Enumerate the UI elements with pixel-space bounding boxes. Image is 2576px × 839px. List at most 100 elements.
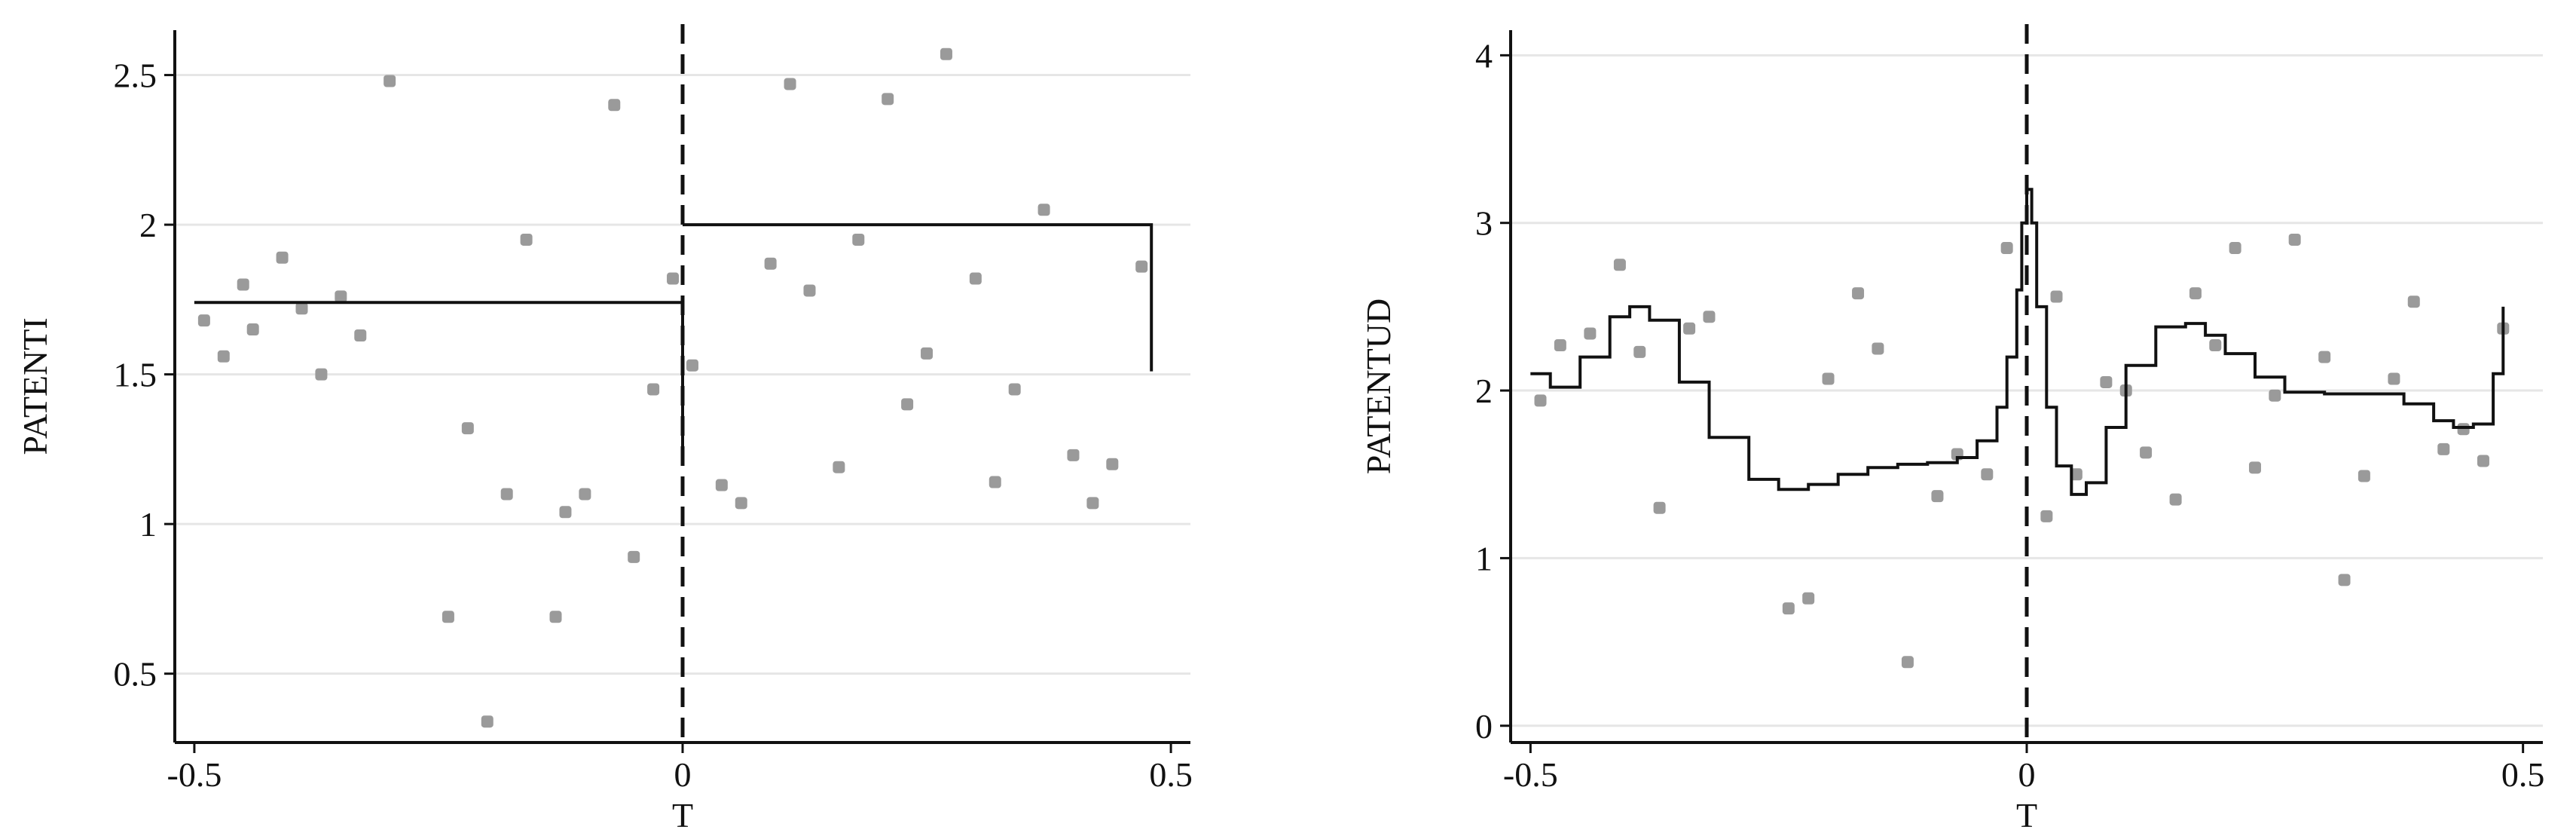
data-point <box>667 272 680 285</box>
data-point <box>1872 342 1884 355</box>
data-point <box>2288 233 2301 246</box>
fit-line <box>1530 188 2505 496</box>
data-point <box>2229 242 2241 255</box>
data-point <box>1106 458 1119 470</box>
y-tick-label: 0.5 <box>114 655 157 694</box>
data-point <box>833 461 845 473</box>
data-point <box>1822 372 1835 385</box>
data-point <box>2269 389 2281 402</box>
data-point <box>2477 455 2489 467</box>
data-point <box>1981 468 1994 481</box>
data-point <box>1633 345 1646 358</box>
x-tick-label: 0.5 <box>2501 755 2545 794</box>
data-point <box>1802 592 1815 605</box>
fit-line <box>683 223 1154 372</box>
data-point <box>921 347 934 360</box>
data-point <box>1584 327 1597 340</box>
data-point <box>1613 259 1626 271</box>
y-tick-label: 1.5 <box>114 356 157 394</box>
data-point <box>1653 501 1666 514</box>
data-point <box>901 398 914 411</box>
data-point <box>559 506 572 519</box>
data-point <box>276 251 289 264</box>
data-point <box>608 99 621 112</box>
y-tick-label: 4 <box>1475 36 1493 75</box>
data-point <box>1703 311 1716 323</box>
x-tick-label: -0.5 <box>167 755 222 794</box>
data-point <box>2189 287 2202 300</box>
data-point <box>803 284 816 297</box>
data-point <box>481 715 494 728</box>
data-point <box>2388 372 2400 385</box>
data-point <box>1901 656 1914 669</box>
data-point <box>2338 574 2351 586</box>
data-point <box>246 323 259 336</box>
data-point <box>2040 510 2053 522</box>
y-tick-label: 2 <box>139 206 157 244</box>
panel-patentud: 0 1 2 3 4 -0.5 0 0.5 T PATENTUD <box>1359 24 2544 834</box>
data-point <box>442 611 454 623</box>
data-point <box>2407 295 2420 308</box>
y-tick-label: 1 <box>1475 539 1493 577</box>
data-point <box>647 383 660 396</box>
data-point <box>1037 204 1050 216</box>
data-point <box>217 350 230 363</box>
data-point <box>295 302 308 315</box>
data-point <box>2140 446 2153 459</box>
y-tick-label: 1 <box>139 505 157 544</box>
data-point <box>1554 339 1566 352</box>
data-point <box>1534 394 1547 407</box>
x-tick-label: -0.5 <box>1503 755 1558 794</box>
data-point <box>2050 290 2063 303</box>
data-point <box>2358 470 2370 482</box>
data-point <box>2437 442 2450 455</box>
data-point <box>852 233 865 246</box>
data-point <box>237 278 249 291</box>
data-point <box>1852 287 1865 300</box>
data-point <box>1931 490 1944 503</box>
data-point <box>2000 242 2013 255</box>
data-point <box>2169 493 2182 506</box>
y-tick-label: 2 <box>1475 372 1493 410</box>
data-point <box>628 550 640 563</box>
data-point <box>335 290 347 303</box>
x-axis-title: T <box>2016 796 2037 834</box>
data-point <box>354 329 367 341</box>
data-point <box>1135 260 1148 273</box>
x-axis-title: T <box>672 796 693 834</box>
data-point <box>2070 468 2082 481</box>
data-point <box>969 272 982 285</box>
data-point <box>1086 497 1099 510</box>
x-tick-label: 0.5 <box>1149 755 1193 794</box>
y-tick-label: 0 <box>1475 707 1493 746</box>
data-point <box>579 488 591 501</box>
data-point <box>1008 383 1021 396</box>
data-point <box>882 93 894 106</box>
data-point <box>940 47 952 60</box>
data-point <box>735 497 747 510</box>
fit-line <box>194 301 684 449</box>
x-tick-label: 0 <box>2018 755 2036 794</box>
data-point <box>383 75 396 87</box>
x-tick-label: 0 <box>674 755 692 794</box>
data-point <box>1683 322 1696 335</box>
data-point <box>784 78 796 90</box>
data-point <box>2100 375 2113 388</box>
data-point <box>520 233 533 246</box>
y-axis-title: PATENTUD <box>1359 299 1398 474</box>
data-point <box>2209 339 2222 352</box>
data-point <box>500 488 513 501</box>
data-point <box>2248 461 2261 474</box>
data-point <box>315 368 328 381</box>
data-point <box>715 479 728 491</box>
data-point <box>764 257 777 270</box>
data-point <box>989 476 1001 488</box>
data-point <box>686 359 698 372</box>
panel-patenti: 0.5 1 1.5 2 2.5 -0.5 0 0.5 T PATENTI <box>16 24 1193 834</box>
data-point <box>1782 602 1795 615</box>
data-point <box>197 314 210 327</box>
y-tick-label: 3 <box>1475 204 1493 243</box>
data-point <box>1067 449 1080 461</box>
data-point <box>461 422 474 435</box>
